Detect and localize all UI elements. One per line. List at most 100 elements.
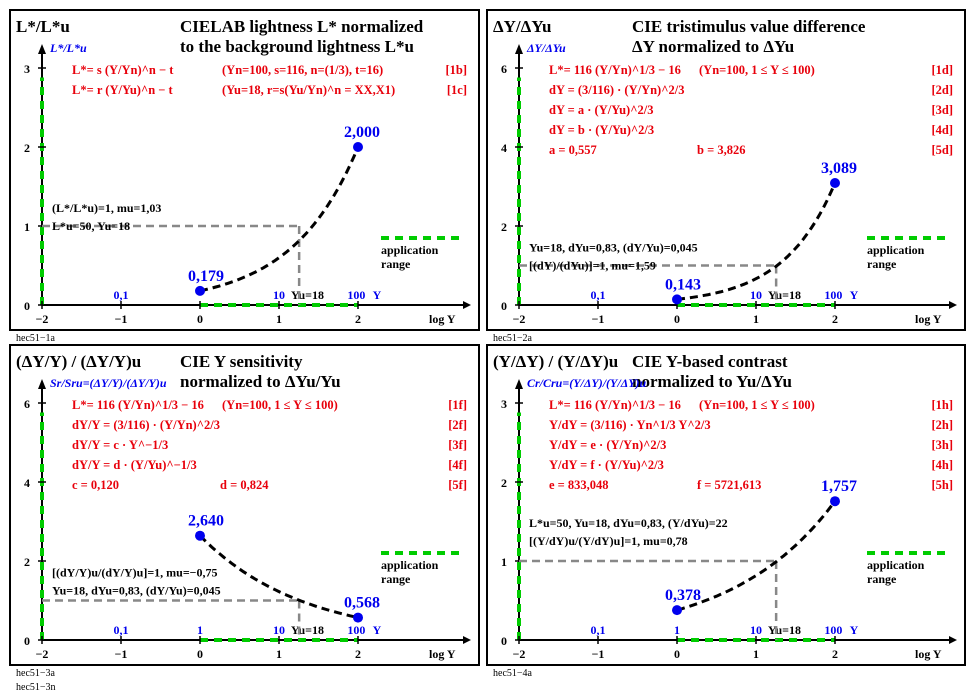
x-tick-label: 1: [276, 647, 282, 661]
y-tick-label: 0: [501, 299, 507, 313]
legend-text-line1: application: [381, 243, 439, 257]
y-tick-label: 0: [24, 634, 30, 648]
y-tick-label: 2: [501, 220, 507, 234]
equation-tag: [1b]: [445, 63, 467, 77]
note-text: [(dY/Y)u/(dY/Y)u]=1, mu=−0,75: [52, 566, 218, 580]
equation-tag: [2d]: [931, 83, 953, 97]
equation-text: Y/dY = (3/116) · Yn^1/3 Y^2/3: [549, 418, 711, 432]
equation-text: dY/Y = c · Y^−1/3: [72, 438, 168, 452]
y-tick-label: 3: [501, 397, 507, 411]
panel-header: (ΔY/Y) / (ΔY/Y)u: [16, 352, 141, 371]
legend-text-line2: range: [381, 572, 411, 586]
equation-text: L*= 116 (Y/Yn)^1/3 − 16: [72, 398, 204, 412]
equation-params: (Yn=100, s=116, n=(1/3), t=16): [222, 63, 383, 77]
x-tick-label: 0: [197, 647, 203, 661]
x-tick-label: −2: [513, 647, 526, 661]
equation-tag: [4h]: [931, 458, 953, 472]
x-tick-label: 1: [753, 312, 759, 326]
x-tick-label: 0: [674, 647, 680, 661]
equation-tag: [1f]: [448, 398, 467, 412]
data-curve: [676, 182, 837, 301]
data-point-label: 0,568: [344, 595, 380, 612]
chart-panel-p2: ΔY/ΔYu CIE tristimulus value differenceΔY…: [486, 9, 966, 344]
chart-panel-p3: (ΔY/Y) / (ΔY/Y)u CIE Y sensitivitynormali…: [9, 344, 480, 679]
equation-tag: [2f]: [448, 418, 467, 432]
panel-code: hec51−2a: [493, 333, 533, 344]
y-value-label: 0,1: [591, 623, 606, 637]
x-tick-label: 2: [355, 647, 361, 661]
data-point: [195, 285, 205, 296]
data-point-label: 3,089: [821, 160, 857, 177]
panel-frame: [9, 344, 480, 666]
y-tick-label: 4: [501, 141, 507, 155]
y-value-label: Yu=18: [768, 288, 801, 302]
equation-tag: [2h]: [931, 418, 953, 432]
note-text: [(dY)/(dYu)]=1, mu=1,59: [529, 259, 656, 273]
panel-title-line2: normalized to ΔYu/Yu: [180, 372, 341, 391]
x-tick-label: 0: [197, 312, 203, 326]
data-point: [830, 496, 840, 507]
x-axis-label: log Y: [429, 312, 456, 326]
equation-tag: [3f]: [448, 438, 467, 452]
panel-header: L*/L*u: [16, 17, 70, 36]
equation-tag: [5d]: [931, 143, 953, 157]
y-value-label: 10: [273, 623, 285, 637]
y-value-label: 100: [824, 623, 842, 637]
equation-text: dY/Y = (3/116) · (Y/Yn)^2/3: [72, 418, 220, 432]
panel-header: ΔY/ΔYu: [493, 17, 552, 36]
equation-text: L*= 116 (Y/Yn)^1/3 − 16: [549, 63, 681, 77]
y-value-label: Y: [850, 288, 859, 302]
note-text: Yu=18, dYu=0,83, (dY/Yu)=0,045: [52, 584, 221, 598]
equation-text: dY = a · (Y/Yu)^2/3: [549, 103, 653, 117]
y-tick-label: 6: [501, 62, 507, 76]
y-value-label: 10: [273, 288, 285, 302]
y-axis-label: Sr/Sru=(ΔY/Y)/(ΔY/Y)u: [50, 376, 167, 390]
y-axis-arrow-icon: [515, 379, 523, 389]
equation-params: f = 5721,613: [697, 478, 761, 492]
data-point: [830, 177, 840, 188]
data-point: [353, 142, 363, 152]
equation-tag: [3d]: [931, 103, 953, 117]
x-tick-label: −1: [115, 647, 128, 661]
y-value-label: 1: [674, 623, 680, 637]
data-point-label: 0,179: [188, 268, 224, 285]
panel-frame: [486, 9, 966, 331]
y-value-label: Yu=18: [768, 623, 801, 637]
y-tick-label: 4: [24, 476, 30, 490]
equation-params: (Yn=100, 1 ≤ Y ≤ 100): [699, 398, 815, 412]
panel-code: hec51−1a: [16, 333, 56, 344]
chart-panel-p4: (Y/ΔY) / (Y/ΔY)u CIE Y-based contrastnorm…: [486, 344, 966, 679]
y-tick-label: 0: [24, 299, 30, 313]
panel-header: (Y/ΔY) / (Y/ΔY)u: [493, 352, 618, 371]
equation-text: a = 0,557: [549, 143, 597, 157]
y-axis-arrow-icon: [515, 44, 523, 54]
panel-code: hec51−4a: [493, 668, 533, 679]
x-axis-label: log Y: [915, 647, 942, 661]
y-value-label: 1: [197, 623, 203, 637]
data-point: [672, 294, 682, 305]
panel-title-line1: CIE Y sensitivity: [180, 352, 303, 371]
x-axis-arrow-icon: [463, 636, 471, 644]
equation-params: (Yn=100, 1 ≤ Y ≤ 100): [222, 398, 338, 412]
panel-title-line1: CIELAB lightness L* normalized: [180, 17, 424, 36]
y-tick-label: 2: [24, 141, 30, 155]
y-value-label: 0,1: [114, 623, 129, 637]
x-tick-label: −2: [36, 312, 49, 326]
y-tick-label: 1: [501, 555, 507, 569]
y-value-label: Y: [373, 288, 382, 302]
equation-tag: [4d]: [931, 123, 953, 137]
equation-text: L*= s (Y/Yn)^n − t: [72, 63, 174, 77]
data-point: [672, 605, 682, 616]
equation-text: Y/dY = f · (Y/Yu)^2/3: [549, 458, 664, 472]
x-tick-label: 2: [355, 312, 361, 326]
y-tick-label: 2: [501, 476, 507, 490]
data-curve: [676, 500, 837, 612]
equation-tag: [1c]: [447, 83, 467, 97]
footer-label: hec51−3n: [16, 682, 56, 693]
panel-title-line1: CIE Y-based contrast: [632, 352, 788, 371]
data-point-label: 1,757: [821, 478, 857, 495]
legend-text-line2: range: [867, 572, 897, 586]
x-axis-label: log Y: [915, 312, 942, 326]
x-axis-arrow-icon: [949, 636, 957, 644]
